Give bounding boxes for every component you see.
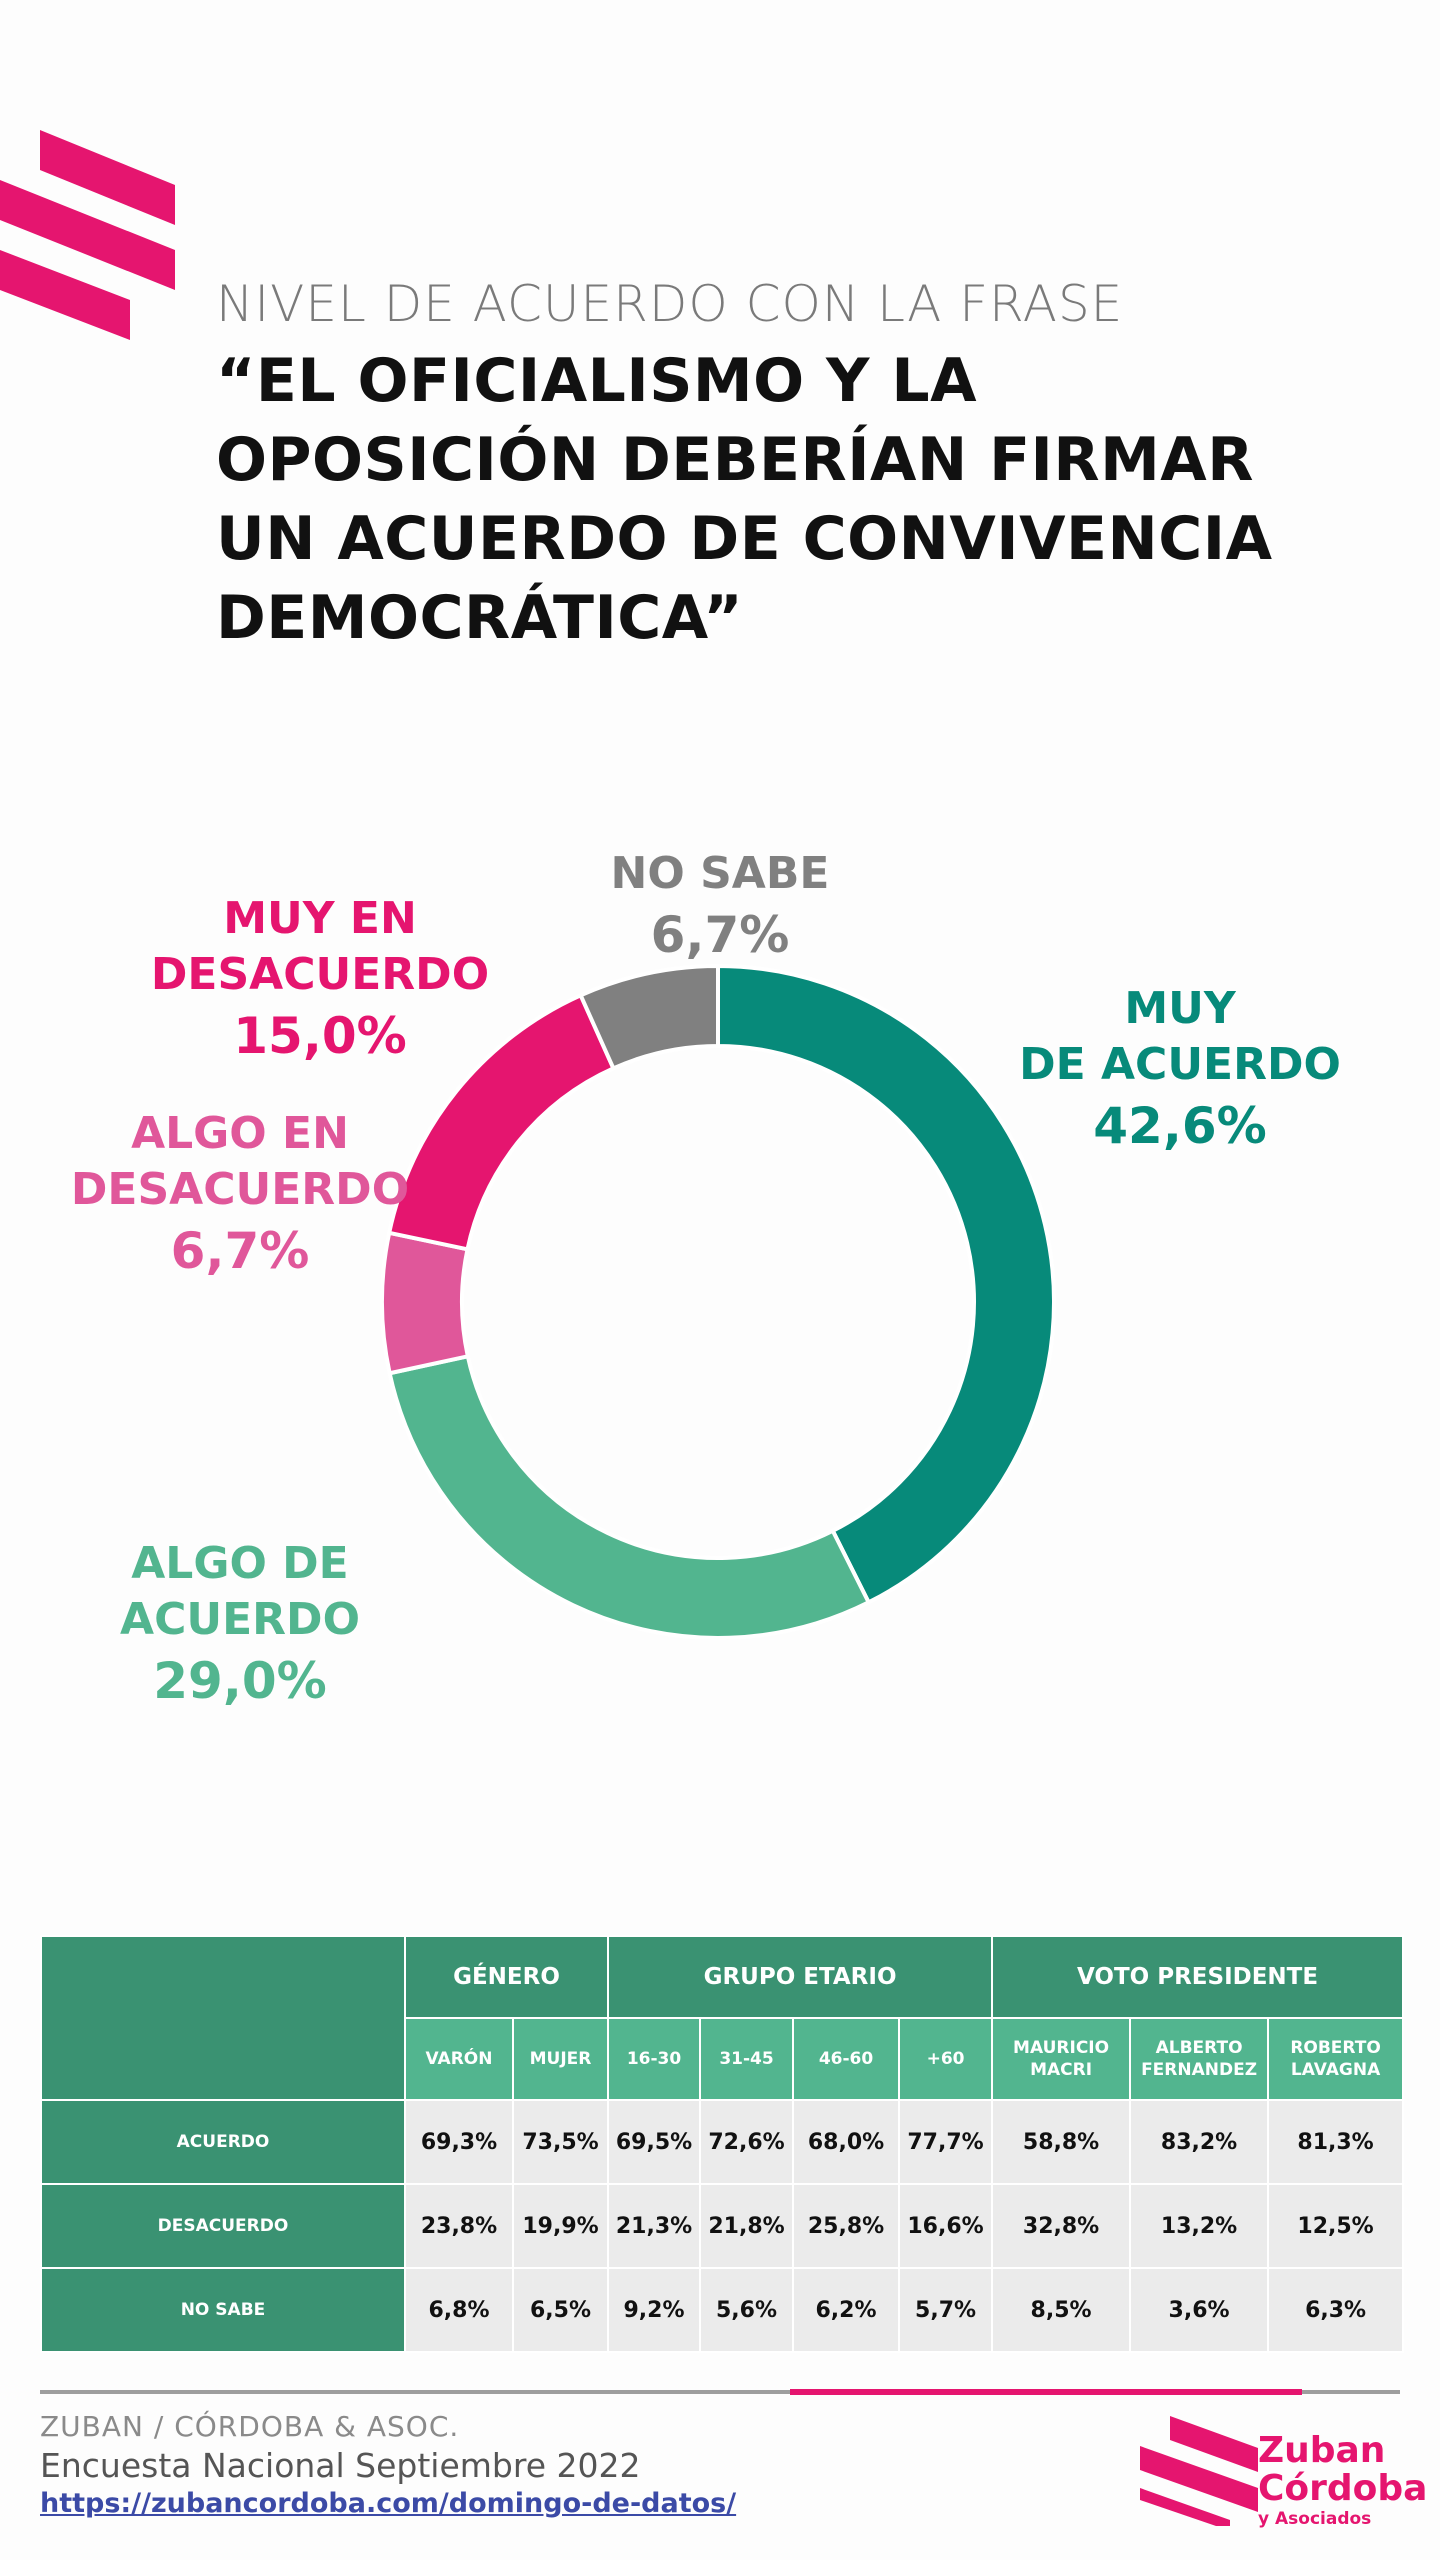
crosstab-table: GÉNERO GRUPO ETARIO VOTO PRESIDENTE VARÓ… [40, 1935, 1405, 2353]
table-cell: 8,5% [991, 2267, 1132, 2353]
footer-org: ZUBAN / CÓRDOBA & ASOC. [40, 2410, 460, 2443]
table-cell: 6,8% [404, 2267, 514, 2353]
table-cell: 58,8% [991, 2099, 1132, 2185]
table-cell: 3,6% [1129, 2267, 1270, 2353]
row-label-no-sabe: NO SABE [40, 2267, 406, 2353]
page-title: “EL OFICIALISMO Y LA OPOSICIÓN DEBERÍAN … [216, 346, 1273, 653]
slice-label-name: MUY EN DESACUERDO [150, 893, 490, 1000]
slice-label-name: ALGO DE ACUERDO [120, 1538, 360, 1645]
table-row: DESACUERDO 23,8% 19,9% 21,3% 21,8% 25,8%… [40, 2183, 1405, 2269]
table-cell: 25,8% [792, 2183, 901, 2269]
table-cell: 69,5% [607, 2099, 702, 2185]
slice-label-name: MUY DE ACUERDO [1019, 983, 1341, 1090]
slice-label-value: 42,6% [1093, 1097, 1267, 1155]
table-cell: 6,5% [511, 2267, 610, 2353]
column-header: MAURICIO MACRI [991, 2017, 1132, 2101]
table-cell: 5,7% [898, 2267, 994, 2353]
brand-logo: Zuban Córdoba y Asociados [1258, 2432, 1427, 2530]
table-cell: 21,8% [699, 2183, 795, 2269]
table-cell: 19,9% [511, 2183, 610, 2269]
donut-slice-1 [387, 1353, 872, 1640]
table-row: NO SABE 6,8% 6,5% 9,2% 5,6% 6,2% 5,7% 8,… [40, 2267, 1405, 2353]
table-cell: 32,8% [991, 2183, 1132, 2269]
table-cell: 13,2% [1129, 2183, 1270, 2269]
column-header: VARÓN [404, 2017, 514, 2101]
table-cell: 81,3% [1267, 2099, 1405, 2185]
table-corner [40, 1935, 406, 2101]
slice-label-value: 15,0% [233, 1007, 407, 1065]
group-header-genero: GÉNERO [403, 1935, 610, 2019]
slice-label-value: 6,7% [170, 1222, 310, 1280]
table-cell: 69,3% [404, 2099, 514, 2185]
table-cell: 21,3% [607, 2183, 702, 2269]
slice-label-value: 6,7% [650, 906, 790, 964]
footer-divider-accent [790, 2389, 1302, 2395]
donut-chart: MUY DE ACUERDO 42,6% ALGO DE ACUERDO 29,… [0, 760, 1440, 1740]
column-header: 46-60 [792, 2017, 901, 2101]
table-cell: 5,6% [699, 2267, 795, 2353]
group-header-grupo-etario: GRUPO ETARIO [607, 1935, 994, 2019]
donut-slice-0 [716, 963, 1056, 1606]
column-header: 16-30 [607, 2017, 702, 2101]
slice-label-no-sabe: NO SABE 6,7% [560, 790, 880, 1024]
table-cell: 16,6% [898, 2183, 994, 2269]
table-cell: 23,8% [404, 2183, 514, 2269]
crosstab: GÉNERO GRUPO ETARIO VOTO PRESIDENTE VARÓ… [40, 1935, 1405, 2353]
column-header: +60 [898, 2017, 994, 2101]
brand-logo-line1: Zuban [1258, 2430, 1386, 2471]
slice-label-algo-de-acuerdo: ALGO DE ACUERDO 29,0% [60, 1480, 420, 1770]
slice-label-algo-en-desacuerdo: ALGO EN DESACUERDO 6,7% [40, 1050, 440, 1340]
brand-logo-line2: Córdoba [1258, 2468, 1428, 2509]
column-header: ROBERTO LAVAGNA [1267, 2017, 1405, 2101]
brand-stripes-icon [0, 130, 175, 340]
brand-logo-line3: y Asociados [1258, 2509, 1372, 2529]
slice-label-muy-de-acuerdo: MUY DE ACUERDO 42,6% [1010, 925, 1350, 1215]
table-cell: 72,6% [699, 2099, 795, 2185]
slice-label-muy-en-desacuerdo: MUY EN DESACUERDO 15,0% [120, 835, 520, 1125]
column-header: MUJER [511, 2017, 610, 2101]
table-cell: 77,7% [898, 2099, 994, 2185]
page-subtitle: NIVEL DE ACUERDO CON LA FRASE [216, 275, 1124, 333]
slice-label-value: 29,0% [153, 1652, 327, 1710]
row-label-acuerdo: ACUERDO [40, 2099, 406, 2185]
table-row: ACUERDO 69,3% 73,5% 69,5% 72,6% 68,0% 77… [40, 2099, 1405, 2185]
slice-label-name: ALGO EN DESACUERDO [70, 1108, 410, 1215]
table-cell: 9,2% [607, 2267, 702, 2353]
row-label-desacuerdo: DESACUERDO [40, 2183, 406, 2269]
table-cell: 73,5% [511, 2099, 610, 2185]
footer-divider [40, 2390, 1400, 2394]
table-cell: 83,2% [1129, 2099, 1270, 2185]
brand-logo-icon [1140, 2416, 1258, 2526]
column-header: 31-45 [699, 2017, 795, 2101]
slice-label-name: NO SABE [610, 848, 830, 899]
footer-survey: Encuesta Nacional Septiembre 2022 [40, 2446, 641, 2485]
donut-svg [380, 963, 1056, 1640]
column-header: ALBERTO FERNANDEZ [1129, 2017, 1270, 2101]
table-cell: 6,3% [1267, 2267, 1405, 2353]
footer-link[interactable]: https://zubancordoba.com/domingo-de-dato… [40, 2488, 737, 2519]
donut-slice-4 [578, 963, 720, 1071]
table-cell: 12,5% [1267, 2183, 1405, 2269]
group-header-voto-presidente: VOTO PRESIDENTE [991, 1935, 1405, 2019]
table-cell: 68,0% [792, 2099, 901, 2185]
table-cell: 6,2% [792, 2267, 901, 2353]
